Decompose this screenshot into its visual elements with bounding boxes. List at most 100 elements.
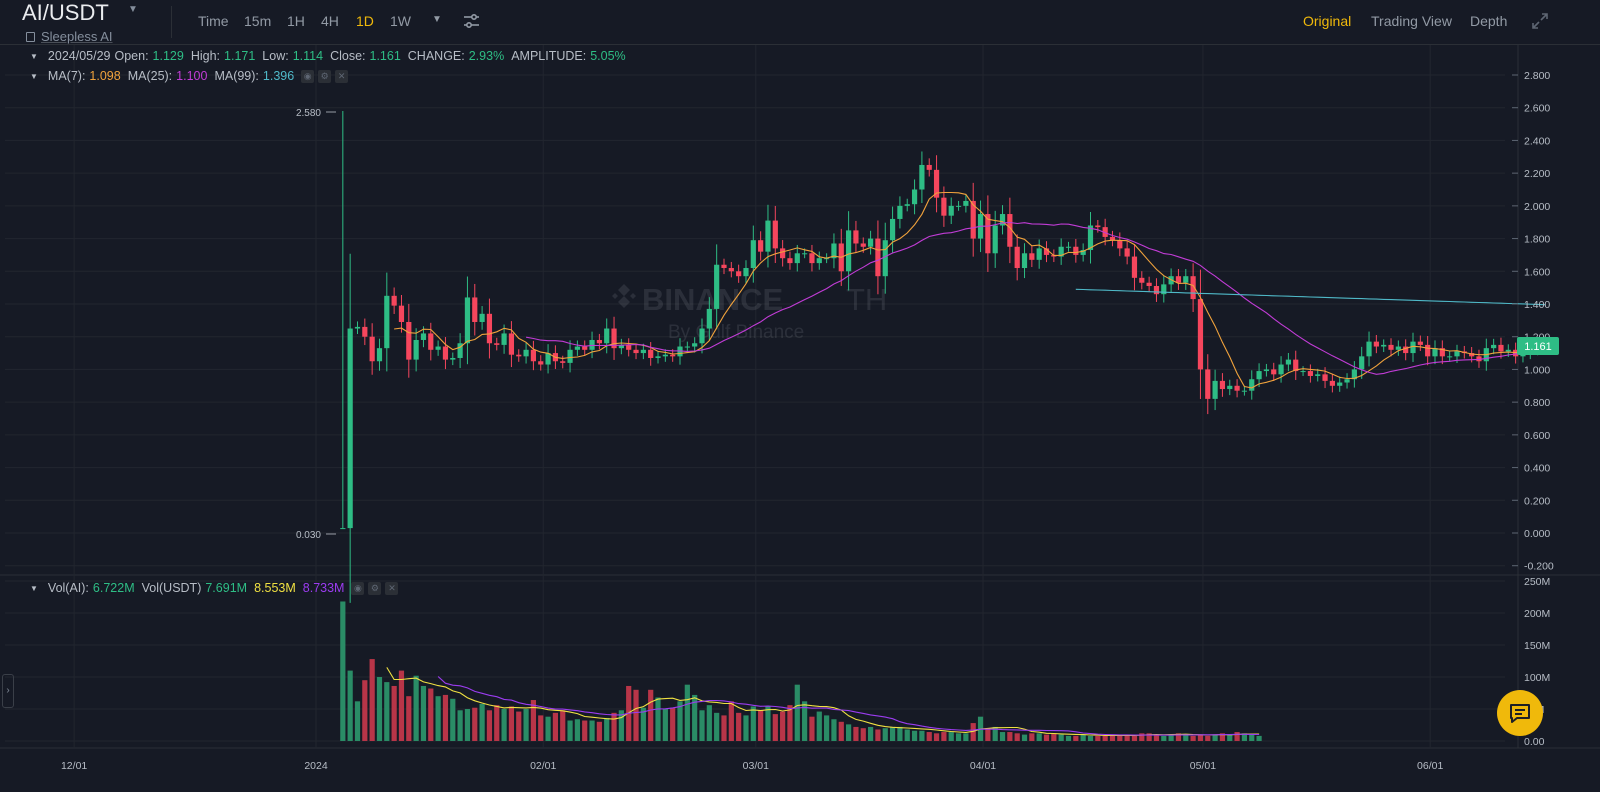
candle-body: [1285, 359, 1291, 365]
volume-bar: [999, 732, 1006, 741]
legend-caret-down-icon[interactable]: ▼: [30, 51, 38, 61]
gear-icon[interactable]: ⚙: [318, 69, 332, 83]
amplitude-value: 5.05%: [590, 49, 626, 63]
project-name[interactable]: Sleepless AI: [41, 29, 113, 44]
timeframe-time[interactable]: Time: [198, 13, 229, 29]
watermark-brand: BINANCE: [642, 282, 783, 317]
candle-body: [904, 204, 910, 206]
candle-body: [662, 354, 668, 357]
volume-bar: [955, 733, 962, 741]
timeframe-1w[interactable]: 1W: [390, 13, 411, 29]
symbol-caret-down-icon[interactable]: ▼: [128, 4, 138, 15]
expand-icon[interactable]: [1531, 12, 1549, 30]
time-tick-label: 04/01: [970, 760, 996, 772]
last-price-tag: 1.161: [1517, 337, 1559, 355]
volume-bar: [420, 685, 427, 741]
volume-bar: [699, 710, 705, 741]
candle-body: [802, 253, 808, 255]
candle-body: [670, 354, 676, 357]
volume-bar: [736, 712, 742, 741]
candle-body: [648, 349, 654, 358]
candle-body: [1476, 356, 1482, 362]
volume-bar: [1007, 732, 1013, 741]
candle-body: [1234, 385, 1240, 391]
volume-bar: [1227, 734, 1233, 741]
view-trading-view-tab[interactable]: Trading View: [1371, 13, 1452, 29]
price-tick-label: 2.600: [1524, 103, 1550, 115]
volume-bar: [1014, 733, 1020, 741]
volume-bar: [1197, 734, 1204, 741]
vol-caret-down-icon[interactable]: ▼: [30, 583, 38, 593]
vol-close-icon[interactable]: ✕: [385, 581, 399, 595]
view-original-tab[interactable]: Original: [1303, 13, 1352, 29]
candle-body: [1344, 379, 1350, 383]
candle-body: [933, 169, 940, 198]
volume-bar: [941, 732, 947, 741]
candle-body: [1219, 380, 1226, 390]
side-panel-toggle[interactable]: ›: [2, 674, 14, 708]
candle-body: [692, 343, 698, 347]
candle-body: [714, 264, 720, 309]
volume-bar: [1036, 733, 1042, 741]
settings-sliders-icon[interactable]: [463, 13, 480, 29]
volume-bar: [494, 705, 500, 741]
more-timeframes-caret-down-icon[interactable]: ▼: [432, 14, 442, 25]
volume-bar: [450, 698, 456, 741]
volume-bar: [750, 706, 756, 741]
volume-bar: [398, 670, 405, 741]
candle-body: [992, 225, 998, 254]
volume-bar: [1087, 735, 1094, 741]
volume-bar: [486, 710, 493, 741]
vol-gear-icon[interactable]: ⚙: [368, 581, 382, 595]
candle-body: [560, 361, 566, 363]
candle-body: [1249, 379, 1255, 391]
volume-bar: [765, 706, 771, 741]
volume-bar: [472, 707, 478, 741]
candle-body: [1073, 246, 1079, 255]
ma25-value: 1.100: [176, 69, 208, 83]
candle-body: [1131, 256, 1138, 278]
ma-caret-down-icon[interactable]: ▼: [30, 71, 38, 81]
candle-body: [750, 240, 756, 269]
candle-body: [1197, 299, 1204, 370]
symbol-title[interactable]: AI/USDT: [22, 0, 109, 25]
candle-body: [882, 240, 888, 277]
volume-bars: [340, 601, 1262, 741]
volume-bar: [1161, 735, 1167, 741]
vol-eye-icon[interactable]: ◉: [351, 581, 365, 595]
candlestick-chart[interactable]: BINANCE TH By Gulf Binance 2.800 2.600 2.4…: [0, 45, 1600, 792]
candle-body: [1021, 253, 1028, 269]
candle-body: [633, 349, 639, 354]
candle-body: [1432, 348, 1438, 357]
candle-body: [376, 348, 383, 362]
candle-body: [655, 356, 661, 358]
candle-body: [860, 243, 866, 247]
eye-icon[interactable]: ◉: [301, 69, 315, 83]
timeframe-15m[interactable]: 15m: [244, 13, 272, 29]
timeframe-4h[interactable]: 4H: [321, 13, 339, 29]
project-link[interactable]: Sleepless AI: [26, 29, 113, 44]
volume-bar: [985, 728, 991, 741]
candle-body: [1029, 253, 1035, 260]
price-tick-label: 1.400: [1524, 299, 1550, 311]
view-depth-tab[interactable]: Depth: [1470, 13, 1508, 29]
timeframe-1d[interactable]: 1D: [356, 13, 374, 29]
volume-bar: [442, 694, 449, 741]
candle-body: [970, 200, 976, 239]
volume-bar: [1249, 734, 1255, 741]
close-icon[interactable]: ✕: [335, 69, 349, 83]
volume-bar: [1175, 733, 1182, 741]
candle-body: [1329, 380, 1335, 386]
candle-body: [794, 253, 800, 264]
price-tick-label: 1.800: [1524, 234, 1550, 246]
candle-body: [1036, 248, 1042, 260]
candle-body: [626, 344, 632, 350]
chat-button[interactable]: [1497, 690, 1543, 736]
volume-bar: [552, 712, 558, 741]
candle-body: [955, 205, 962, 207]
timeframe-1h[interactable]: 1H: [287, 13, 305, 29]
volume-bar: [1051, 733, 1057, 741]
ma7-value: 1.098: [89, 69, 121, 83]
volume-bar: [1183, 734, 1189, 741]
volume-tick-label: 250M: [1524, 576, 1550, 588]
